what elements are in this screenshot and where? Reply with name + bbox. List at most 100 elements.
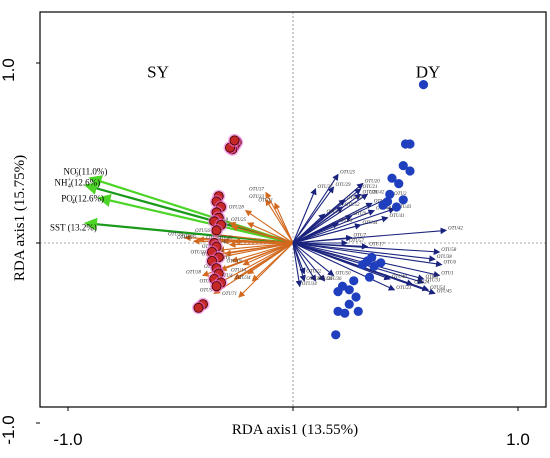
otu-label-sy-2: OTU11	[258, 198, 273, 203]
otu-vector-sy-1	[265, 198, 294, 244]
otu-label-sy-12: OTU49	[217, 236, 233, 241]
otu-label-dy-15: OTU41	[390, 214, 405, 219]
otu-label-sy-5: OTU25	[231, 218, 247, 223]
sample-point-sy-22	[211, 281, 222, 292]
env-label-2: PO-4(12.6%)	[61, 194, 104, 206]
otu-label-dy-33: OTU36	[327, 277, 343, 282]
otu-label-dy-25: OTU1	[441, 271, 454, 276]
otu-label-dy-13: OTU35	[327, 210, 343, 215]
sample-points	[192, 80, 429, 340]
sample-point-dy-33	[398, 195, 408, 205]
env-label-3: SST (13.2%)	[50, 222, 97, 232]
otu-label-sy-9: OTU45	[181, 234, 197, 239]
otu-label-dy-26: OTU8	[426, 275, 439, 280]
otu-label-sy-24: OTU34	[235, 276, 251, 281]
otu-vector-sy-18	[231, 242, 294, 263]
sample-point-dy-44	[344, 285, 354, 295]
x-tick-label-1: 1.0	[506, 430, 530, 449]
otu-vector-dy-26	[292, 242, 425, 281]
x-axis-title: RDA axis1 (13.55%)	[232, 422, 358, 438]
otu-vector-sy-26	[213, 242, 294, 294]
sample-point-dy-46	[333, 287, 343, 297]
sample-point-dy-31	[394, 179, 404, 189]
otu-vector-dy-30	[292, 242, 396, 291]
otu-vector-sy-7	[210, 231, 294, 244]
otu-vector-sy-12	[233, 238, 294, 245]
sample-point-dy-42	[364, 272, 375, 282]
group-labels: SY DY	[147, 62, 440, 81]
otu-label-dy-35: OTU39	[306, 277, 322, 282]
sample-point-dy-39	[376, 258, 386, 268]
otu-vector-dy-13	[292, 213, 326, 244]
group-label-dy: DY	[416, 62, 441, 81]
otu-vector-dy-33	[292, 242, 326, 282]
otu-label-dy-18: OTU42	[448, 226, 464, 231]
otu-label-dy-14: OTU9	[354, 212, 367, 217]
sample-point-dy-51	[340, 308, 350, 318]
otu-vector-dy-20	[292, 234, 353, 244]
otu-vector-sy-2	[274, 202, 294, 244]
otu-label-dy-37: OTU22	[306, 270, 322, 275]
y-axis-title: RDA axis1 (15.75%)	[12, 155, 28, 281]
otu-label-sy-21: OTU14	[231, 269, 247, 274]
otu-vector-dy-3	[292, 187, 317, 244]
otu-label-dy-38: OTU45	[437, 289, 453, 294]
sample-point-dy-28	[398, 161, 408, 171]
group-label-sy: SY	[147, 62, 169, 81]
otu-label-dy-3: OTU27	[318, 185, 334, 190]
otu-label-dy-2: OTU21	[363, 185, 378, 190]
sample-point-dy-48	[344, 299, 354, 309]
otu-vector-dy-6	[292, 193, 369, 244]
otu-label-dy-4: OTU29	[336, 183, 352, 188]
otu-label-dy-5: OTU26	[363, 190, 379, 195]
sample-point-sy-12	[211, 225, 222, 236]
otu-label-dy-16: OTU3	[340, 219, 353, 224]
sample-point-dy-49	[353, 306, 363, 316]
otu-vector-dy-24	[292, 242, 443, 268]
otu-vector-sy-25	[215, 242, 294, 285]
otu-label-sy-25: OTU53	[199, 279, 215, 284]
otu-vector-dy-16	[292, 222, 340, 244]
otu-label-sy-23: OTU4	[220, 274, 233, 279]
otu-vector-sy-13	[228, 241, 294, 248]
otu-label-dy-32: OTU50	[336, 271, 352, 276]
otu-label-dy-28: OTU24	[414, 280, 430, 285]
otu-vector-dy-4	[292, 186, 335, 244]
sample-point-dy-25	[418, 80, 429, 90]
otu-label-dy-0: OTU25	[340, 171, 356, 176]
otu-label-dy-10: OTU52	[345, 203, 361, 208]
axis-ticks: -1.0 1.0 1.0 -1.0	[0, 58, 530, 449]
otu-label-dy-1: OTU20	[365, 180, 381, 185]
sample-point-dy-32	[385, 189, 395, 199]
sample-point-dy-41	[358, 260, 368, 270]
otu-label-dy-20: OTU7	[354, 234, 367, 239]
otu-vector-dy-36	[292, 242, 303, 288]
env-label-0: NO-3(11.0%)	[64, 167, 108, 179]
otu-vector-sy-5	[246, 222, 294, 244]
x-tick-label-0: -1.0	[53, 430, 82, 449]
sample-point-dy-30	[387, 173, 397, 183]
otu-label-sy-26: OTU5	[200, 288, 213, 293]
otu-label-sy-8: OTU30	[168, 233, 184, 238]
otu-vector-dy-17	[292, 223, 362, 244]
env-vector-2	[97, 194, 294, 245]
otu-label-dy-19: OTU57	[349, 239, 365, 244]
otu-vector-sy-6	[231, 225, 294, 244]
otu-vector-dy-12	[292, 207, 396, 244]
otu-label-sy-16: OTU10	[190, 251, 206, 256]
otu-vector-dy-23	[292, 242, 436, 262]
otu-label-dy-7: OTU2	[394, 192, 407, 197]
otu-label-dy-17: OTU44	[363, 221, 379, 226]
otu-label-dy-31: OTU40	[392, 275, 408, 280]
otu-label-sy-19: OTU19	[226, 260, 242, 265]
sample-point-dy-29	[405, 166, 415, 176]
otu-label-sy-27: OTU71	[222, 292, 237, 297]
otu-label-dy-27: OTU31	[426, 279, 441, 284]
y-tick-label-0: 1.0	[0, 58, 18, 82]
otu-label-dy-6: OTU42	[369, 190, 385, 195]
otu-vector-dy-22	[292, 242, 441, 255]
zero-lines	[40, 12, 546, 407]
sample-point-dy-52	[331, 330, 341, 340]
env-label-1: NH+ 4(12.6%)	[55, 177, 101, 189]
